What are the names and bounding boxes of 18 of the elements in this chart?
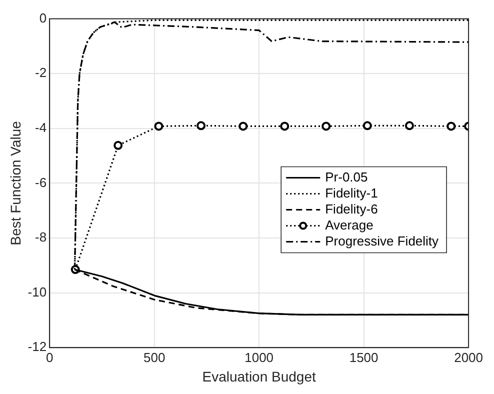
x-tick-label: 500 xyxy=(143,350,166,365)
legend-label: Pr-0.05 xyxy=(325,169,368,184)
y-axis-title: Best Function Value xyxy=(7,120,24,246)
x-tick-label: 2000 xyxy=(454,350,483,365)
y-tick-label: -6 xyxy=(35,174,47,190)
y-tick-label: -10 xyxy=(28,284,47,300)
y-tick-label: -8 xyxy=(35,230,47,245)
y-tick-label: -2 xyxy=(35,65,47,80)
x-axis-title: Evaluation Budget xyxy=(202,368,316,384)
y-tick-label: -4 xyxy=(35,120,47,135)
legend-label: Fidelity-1 xyxy=(325,185,378,200)
legend-label: Progressive Fidelity xyxy=(325,233,440,248)
legend-label: Average xyxy=(325,217,374,232)
y-tick-label: 0 xyxy=(39,10,47,26)
y-tick-label: -12 xyxy=(28,339,47,354)
x-tick-label: 1000 xyxy=(244,350,274,365)
legend-label: Fidelity-6 xyxy=(325,201,378,216)
x-tick-label: 1500 xyxy=(349,350,378,365)
